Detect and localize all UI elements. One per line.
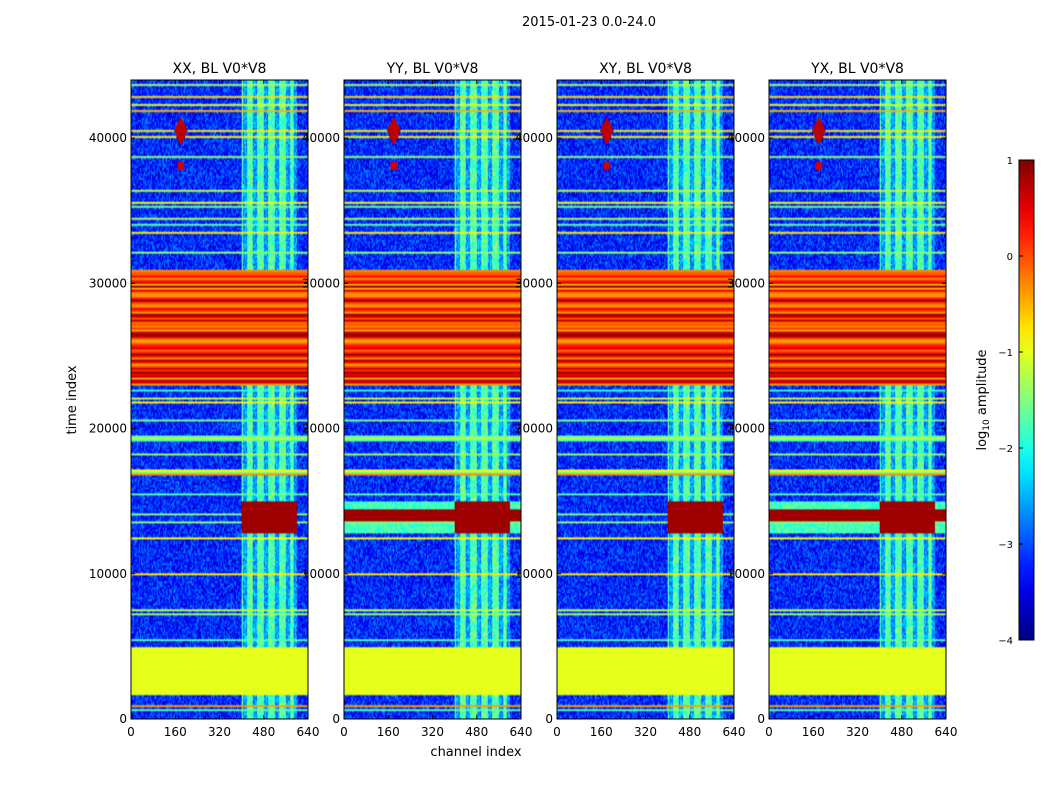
- y-tick-label: 20000: [89, 422, 127, 436]
- heatmap-image: [769, 80, 946, 719]
- y-tick-label: 40000: [727, 131, 765, 145]
- x-axis-label: channel index: [430, 745, 521, 760]
- x-tick-label: 160: [802, 725, 825, 739]
- y-tick-label: 40000: [302, 131, 340, 145]
- x-tick-label: 480: [252, 725, 275, 739]
- x-tick-label: 0: [553, 725, 561, 739]
- x-tick-label: 320: [421, 725, 444, 739]
- y-tick-label: 0: [332, 712, 340, 726]
- x-tick-label: 160: [590, 725, 613, 739]
- x-tick-label: 640: [935, 725, 958, 739]
- heatmap-image: [344, 80, 521, 719]
- y-tick-label: 0: [757, 712, 765, 726]
- y-tick-label: 0: [119, 712, 127, 726]
- colorbar-tick-label: −2: [998, 444, 1013, 455]
- y-tick-label: 10000: [727, 567, 765, 581]
- heatmap-panel-yx: YX, BL V0*V8 0 160 320 480 640 0 10000 20000 3000…: [727, 61, 958, 739]
- colorbar-tick-label: −4: [998, 636, 1013, 647]
- x-tick-label: 480: [465, 725, 488, 739]
- x-tick-label: 320: [634, 725, 657, 739]
- x-tick-label: 160: [164, 725, 187, 739]
- y-tick-label: 40000: [515, 131, 553, 145]
- colorbar-gradient: [1018, 159, 1035, 641]
- heatmap-panel-xy: XY, BL V0*V8 0 160 320 480 640 0 10000 20000 3000…: [515, 61, 746, 739]
- y-tick-label: 0: [545, 712, 553, 726]
- colorbar-tick-label: 0: [1007, 252, 1013, 263]
- heatmap-image: [131, 80, 308, 719]
- x-tick-label: 320: [846, 725, 869, 739]
- colorbar-label: log10 amplitude: [975, 349, 992, 450]
- y-tick-label: 40000: [89, 131, 127, 145]
- heatmap-panels: XX, BL V0*V8 0 160 320 480 640 0 10000 20000 3000…: [89, 61, 958, 739]
- x-tick-label: 0: [127, 725, 135, 739]
- x-tick-label: 320: [208, 725, 231, 739]
- figure-suptitle: 2015-01-23 0.0-24.0: [522, 15, 656, 30]
- x-tick-label: 480: [890, 725, 913, 739]
- heatmap-panel-xx: XX, BL V0*V8 0 160 320 480 640 0 10000 20000 3000…: [89, 61, 320, 739]
- y-tick-label: 30000: [89, 276, 127, 290]
- y-tick-label: 20000: [727, 422, 765, 436]
- x-tick-label: 640: [297, 725, 320, 739]
- x-tick-label: 0: [765, 725, 773, 739]
- y-tick-label: 10000: [515, 567, 553, 581]
- y-axis-label: time index: [65, 365, 80, 434]
- colorbar-tick-label: 1: [1007, 156, 1013, 167]
- y-tick-label: 30000: [727, 276, 765, 290]
- heatmap-panel-yy: YY, BL V0*V8 0 160 320 480 640 0 10000 20000 3000…: [302, 61, 533, 739]
- colorbar-tick-label: −3: [998, 540, 1013, 551]
- panel-title: YY, BL V0*V8: [386, 61, 479, 77]
- panel-title: XY, BL V0*V8: [599, 61, 692, 77]
- y-tick-label: 20000: [515, 422, 553, 436]
- colorbar: 1 0 −1 −2 −3 −4 log10 amplitude: [975, 156, 1035, 647]
- y-tick-label: 10000: [89, 567, 127, 581]
- x-tick-label: 0: [340, 725, 348, 739]
- heatmap-image: [557, 80, 734, 719]
- y-tick-label: 10000: [302, 567, 340, 581]
- x-tick-label: 640: [723, 725, 746, 739]
- x-tick-label: 480: [678, 725, 701, 739]
- panel-title: YX, BL V0*V8: [810, 61, 904, 77]
- colorbar-tick-label: −1: [998, 348, 1013, 359]
- panel-title: XX, BL V0*V8: [173, 61, 267, 77]
- y-tick-label: 20000: [302, 422, 340, 436]
- y-tick-label: 30000: [302, 276, 340, 290]
- x-tick-label: 640: [510, 725, 533, 739]
- x-tick-label: 160: [377, 725, 400, 739]
- y-tick-label: 30000: [515, 276, 553, 290]
